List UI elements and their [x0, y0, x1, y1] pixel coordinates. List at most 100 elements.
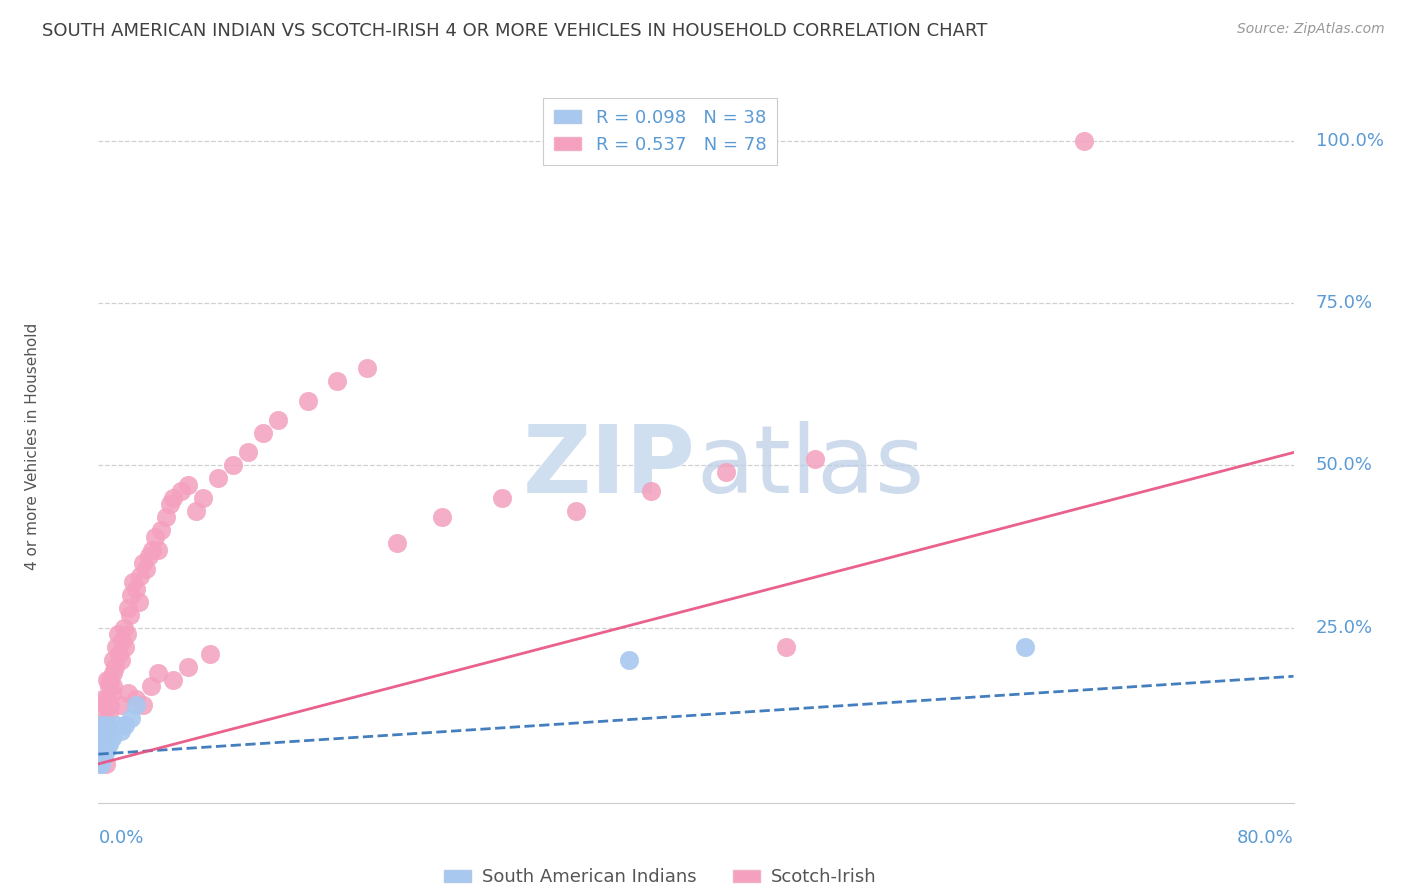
Point	[804, 452, 827, 467]
Point	[93, 705, 115, 719]
Point	[775, 640, 797, 654]
Text: 0.0%: 0.0%	[98, 829, 143, 847]
Point	[93, 731, 115, 745]
Point	[326, 374, 349, 388]
Point	[96, 731, 118, 745]
Legend: South American Indians, Scotch-Irish: South American Indians, Scotch-Irish	[437, 862, 883, 892]
Text: 25.0%: 25.0%	[1316, 619, 1374, 637]
Text: ZIP: ZIP	[523, 421, 696, 514]
Point	[94, 724, 117, 739]
Point	[617, 653, 640, 667]
Point	[93, 744, 115, 758]
Point	[169, 484, 191, 499]
Point	[200, 647, 222, 661]
Point	[118, 607, 141, 622]
Point	[112, 621, 135, 635]
Point	[162, 673, 184, 687]
Point	[90, 738, 112, 752]
Point	[114, 640, 136, 654]
Point	[132, 556, 155, 570]
Point	[103, 724, 125, 739]
Point	[184, 504, 207, 518]
Point	[103, 653, 125, 667]
Point	[107, 627, 129, 641]
Point	[138, 549, 160, 564]
Point	[222, 458, 245, 473]
Point	[97, 679, 120, 693]
Point	[91, 731, 114, 745]
Point	[89, 731, 111, 745]
Point	[94, 724, 117, 739]
Point	[90, 738, 112, 752]
Point	[89, 756, 111, 771]
Point	[150, 524, 173, 538]
Point	[97, 724, 120, 739]
Point	[91, 750, 114, 764]
Point	[129, 568, 152, 582]
Point	[114, 718, 136, 732]
Point	[90, 724, 112, 739]
Point	[491, 491, 513, 505]
Text: 80.0%: 80.0%	[1237, 829, 1294, 847]
Point	[148, 542, 170, 557]
Point	[101, 731, 124, 745]
Point	[91, 738, 114, 752]
Point	[267, 413, 290, 427]
Text: 100.0%: 100.0%	[1316, 132, 1384, 150]
Text: 4 or more Vehicles in Household: 4 or more Vehicles in Household	[25, 322, 41, 570]
Point	[148, 666, 170, 681]
Point	[104, 659, 127, 673]
Point	[714, 465, 737, 479]
Point	[191, 491, 214, 505]
Point	[143, 530, 166, 544]
Point	[93, 724, 115, 739]
Point	[207, 471, 229, 485]
Point	[101, 685, 124, 699]
Point	[97, 738, 120, 752]
Point	[125, 582, 148, 596]
Point	[132, 698, 155, 713]
Point	[91, 718, 114, 732]
Point	[177, 478, 200, 492]
Point	[252, 425, 274, 440]
Point	[103, 666, 125, 681]
Point	[159, 497, 181, 511]
Point	[98, 698, 122, 713]
Point	[93, 738, 115, 752]
Point	[120, 588, 142, 602]
Point	[128, 595, 150, 609]
Point	[108, 647, 131, 661]
Text: 75.0%: 75.0%	[1316, 294, 1374, 312]
Point	[94, 744, 117, 758]
Point	[98, 673, 122, 687]
Point	[640, 484, 662, 499]
Point	[96, 692, 118, 706]
Point	[94, 756, 117, 771]
Point	[96, 673, 118, 687]
Point	[177, 659, 200, 673]
Point	[90, 731, 112, 745]
Text: SOUTH AMERICAN INDIAN VS SCOTCH-IRISH 4 OR MORE VEHICLES IN HOUSEHOLD CORRELATIO: SOUTH AMERICAN INDIAN VS SCOTCH-IRISH 4 …	[42, 22, 987, 40]
Point	[105, 640, 128, 654]
Point	[430, 510, 453, 524]
Point	[385, 536, 409, 550]
Point	[93, 731, 115, 745]
Point	[236, 445, 259, 459]
Text: Source: ZipAtlas.com: Source: ZipAtlas.com	[1237, 22, 1385, 37]
Point	[90, 744, 112, 758]
Point	[91, 724, 114, 739]
Point	[97, 705, 120, 719]
Point	[94, 698, 117, 713]
Point	[565, 504, 588, 518]
Point	[90, 756, 112, 771]
Point	[96, 718, 118, 732]
Point	[1014, 640, 1036, 654]
Point	[125, 692, 148, 706]
Point	[110, 698, 132, 713]
Text: atlas: atlas	[696, 421, 924, 514]
Point	[115, 627, 138, 641]
Point	[120, 711, 142, 725]
Point	[90, 718, 112, 732]
Point	[1073, 134, 1095, 148]
Point	[162, 491, 184, 505]
